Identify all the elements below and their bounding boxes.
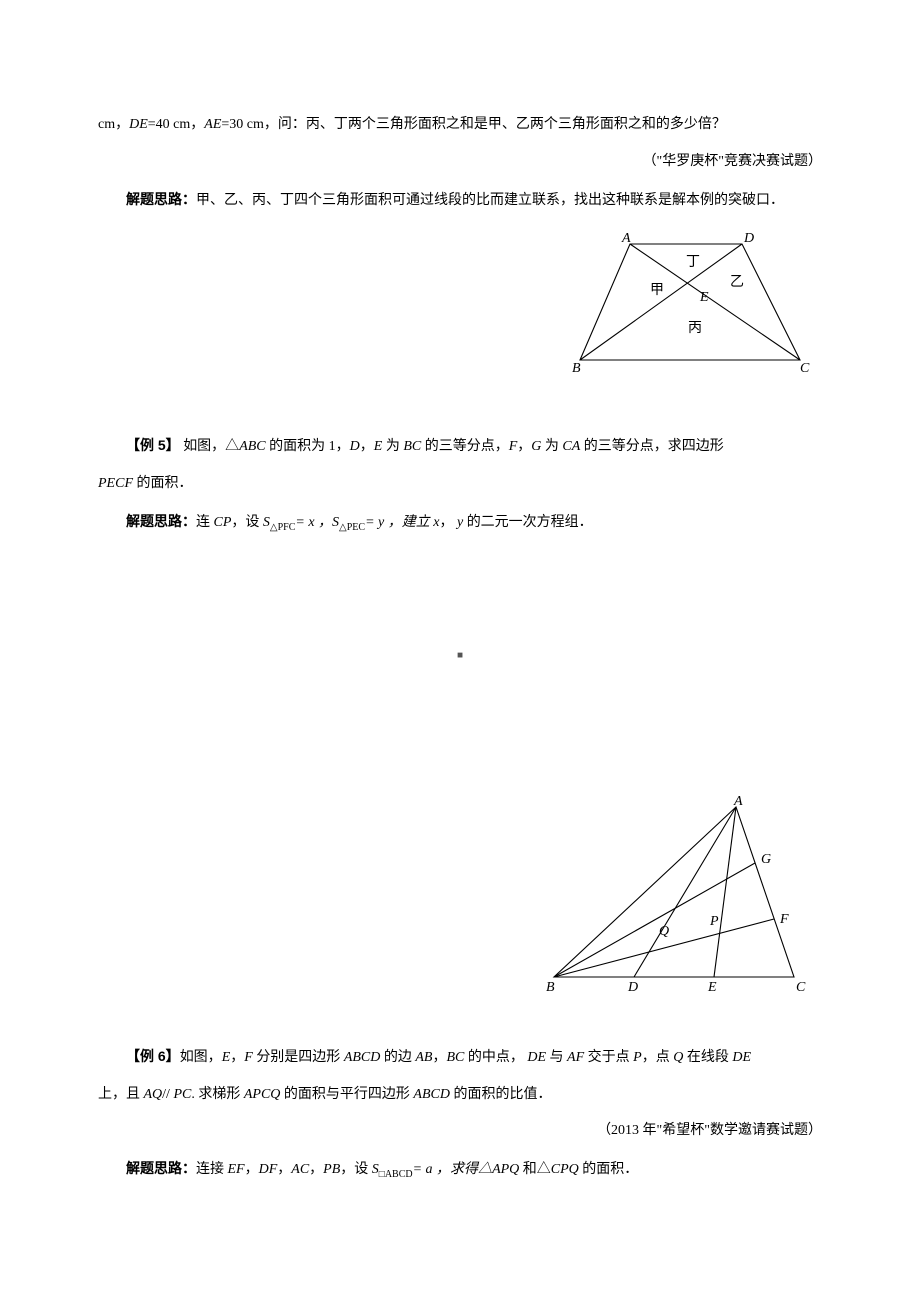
example5-para: 【例 5】 如图，△ABC 的面积为 1，D，E 为 BC 的三等分点，F，G …: [98, 430, 822, 463]
intro-line: cm，DE=40 cm，AE=30 cm，问：丙、丁两个三角形面积之和是甲、乙两…: [98, 110, 822, 141]
hint-label: 解题思路：: [126, 513, 196, 529]
hint-label: 解题思路：: [126, 191, 196, 207]
label-jia: 甲: [650, 283, 664, 298]
label-e: E: [707, 980, 717, 995]
figure-triangle: A B C D E F G P Q: [98, 795, 822, 995]
text: =40 cm，: [148, 117, 205, 132]
label-a: A: [621, 231, 631, 246]
label-p: P: [709, 914, 719, 929]
ex5-tag: 【例 5】: [126, 437, 180, 453]
label-bing: 丙: [688, 321, 702, 336]
label-g: G: [761, 852, 771, 867]
label-f: F: [779, 912, 789, 927]
figure-trapezoid: A D B C E 丁 甲 乙 丙: [98, 230, 822, 380]
divider-dot: ■: [98, 645, 822, 667]
label-c: C: [796, 980, 806, 995]
hint-label: 解题思路：: [126, 1160, 196, 1176]
var-de: DE: [129, 117, 148, 132]
label-yi: 乙: [730, 274, 744, 290]
label-q: Q: [659, 924, 669, 939]
label-c: C: [800, 361, 810, 376]
label-e: E: [699, 290, 709, 305]
source-line: （"华罗庚杯"竞赛决赛试题）: [98, 147, 822, 178]
ex6-source: （2013 年"希望杯"数学邀请赛试题）: [98, 1116, 822, 1147]
example5-tail: PECF 的面积．: [98, 469, 822, 500]
label-d: D: [743, 231, 754, 246]
text: =30 cm，问：丙、丁两个三角形面积之和是甲、乙两个三角形面积之和的多少倍？: [221, 117, 726, 132]
example6-para2: 上，且 AQ// PC. 求梯形 APCQ 的面积与平行四边形 ABCD 的面积…: [98, 1080, 822, 1111]
label-ding: 丁: [686, 255, 700, 270]
text: cm，: [98, 117, 129, 132]
label-a: A: [733, 795, 743, 809]
example6-para: 【例 6】如图，E，F 分别是四边形 ABCD 的边 AB，BC 的中点， DE…: [98, 1041, 822, 1074]
ex6-hint: 解题思路：连接 EF，DF，AC，PB，设 S□ABCD= a ，求得△APQ …: [98, 1153, 822, 1186]
label-d: D: [627, 980, 638, 995]
label-b: B: [546, 980, 555, 995]
ex6-tag: 【例 6】: [126, 1048, 180, 1064]
label-b: B: [572, 361, 581, 376]
hint-block: 解题思路：甲、乙、丙、丁四个三角形面积可通过线段的比而建立联系，找出这种联系是解…: [98, 184, 822, 217]
ex5-hint: 解题思路：连 CP，设 S△PFC= x ，S△PEC= y ，建立 x， y …: [98, 506, 822, 539]
var-ae: AE: [204, 117, 221, 132]
hint-body: 甲、乙、丙、丁四个三角形面积可通过线段的比而建立联系，找出这种联系是解本例的突破…: [196, 193, 784, 208]
